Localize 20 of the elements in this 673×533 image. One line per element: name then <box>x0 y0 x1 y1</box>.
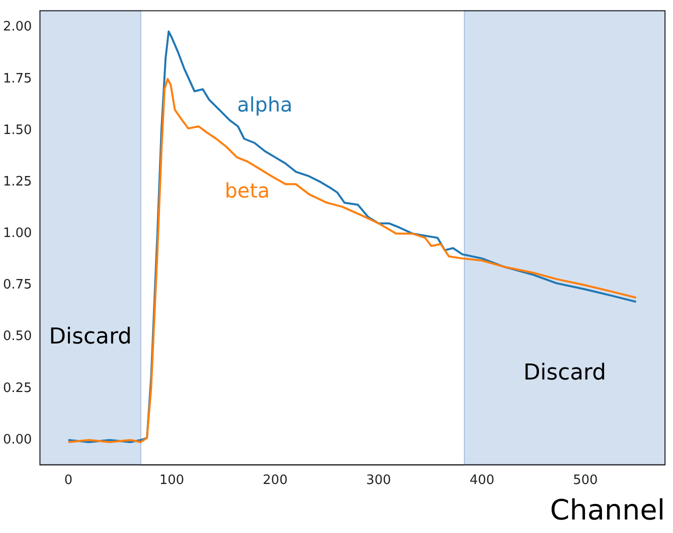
x-tick-label: 200 <box>262 472 288 488</box>
y-tick-label: 0.75 <box>2 278 32 293</box>
y-tick-label: 1.25 <box>2 174 32 190</box>
x-tick-label: 0 <box>64 472 73 488</box>
y-tick-label: 0.50 <box>2 329 32 344</box>
x-tick-label: 500 <box>572 472 598 488</box>
x-axis-title: Channel <box>550 493 665 526</box>
series-label: alpha <box>237 92 293 116</box>
x-tick-label: 400 <box>470 472 494 488</box>
y-tick-label: 2.00 <box>2 20 32 35</box>
y-tick-label: 1.00 <box>2 226 32 242</box>
x-tick-label: 100 <box>159 472 184 488</box>
y-tick-label: 1.50 <box>2 122 32 138</box>
band-label: Discard <box>48 324 132 350</box>
band-label: Discard <box>523 360 606 386</box>
y-tick-label: 0.25 <box>2 380 32 396</box>
y-tick-label: 0.00 <box>2 432 32 448</box>
series-label: beta <box>224 178 270 203</box>
x-tick-label: 300 <box>366 472 391 488</box>
y-tick-label: 1.75 <box>2 71 32 86</box>
